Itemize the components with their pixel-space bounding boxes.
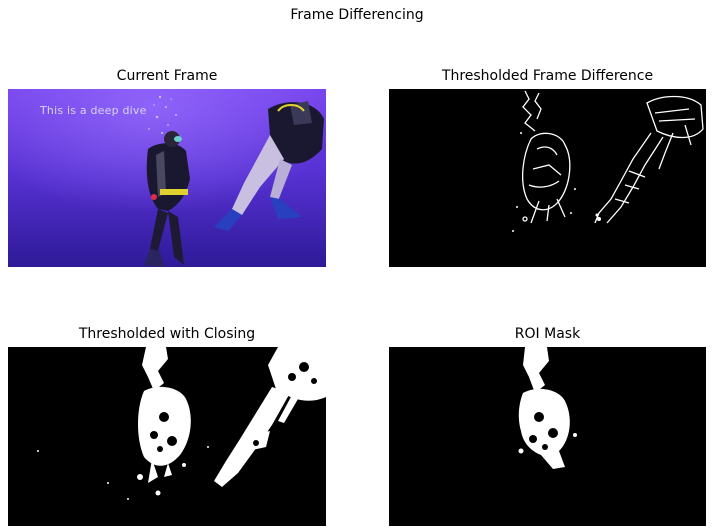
panel-title-current-frame: Current Frame: [116, 68, 218, 84]
panel-title-roi-mask: ROI Mask: [514, 326, 581, 342]
closing-image: [8, 347, 326, 526]
diver-photo: [8, 89, 326, 267]
roi-mask-image: [389, 347, 706, 526]
video-caption: This is a deep dive: [40, 104, 147, 117]
current-frame-image: This is a deep dive: [8, 89, 326, 267]
closing-mask: [8, 347, 326, 526]
roi-mask: [389, 347, 706, 526]
threshold-diff-image: [389, 89, 706, 267]
figure-title: Frame Differencing: [290, 7, 424, 23]
panel-title-closing: Thresholded with Closing: [78, 326, 256, 342]
threshold-diff-mask: [389, 89, 706, 267]
panel-title-threshold-diff: Thresholded Frame Difference: [441, 68, 654, 84]
